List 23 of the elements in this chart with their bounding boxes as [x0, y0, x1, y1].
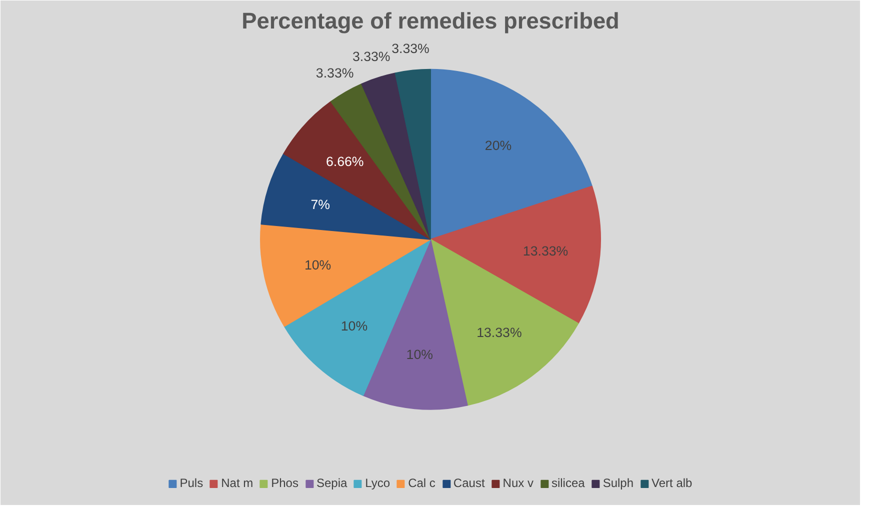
- data-label: 10%: [340, 318, 368, 334]
- data-label: 3.33%: [316, 65, 354, 80]
- legend-label: Phos: [271, 476, 298, 490]
- chart-title: Percentage of remedies prescribed: [242, 8, 620, 34]
- data-label: 10%: [406, 346, 434, 362]
- data-label: 6.66%: [326, 154, 364, 170]
- legend-label: silicea: [551, 476, 585, 490]
- legend-label: Nux v: [502, 476, 534, 490]
- legend-label: Puls: [180, 476, 204, 490]
- data-label: 10%: [304, 258, 332, 273]
- legend-label: Cal c: [408, 476, 436, 490]
- legend-label: Sepia: [316, 476, 348, 490]
- data-label: 3.33%: [392, 40, 430, 56]
- legend-label: Nat m: [221, 476, 254, 490]
- legend-label: Lyco: [365, 476, 390, 490]
- data-label: 13.33%: [476, 324, 522, 340]
- data-label: 20%: [484, 138, 512, 154]
- legend-label: Sulph: [602, 476, 634, 490]
- data-label: 7%: [310, 196, 330, 212]
- data-label: 3.33%: [352, 49, 390, 64]
- legend-label: Vert alb: [652, 476, 692, 490]
- legend-label: Caust: [453, 476, 485, 490]
- data-label: 13.33%: [522, 243, 568, 258]
